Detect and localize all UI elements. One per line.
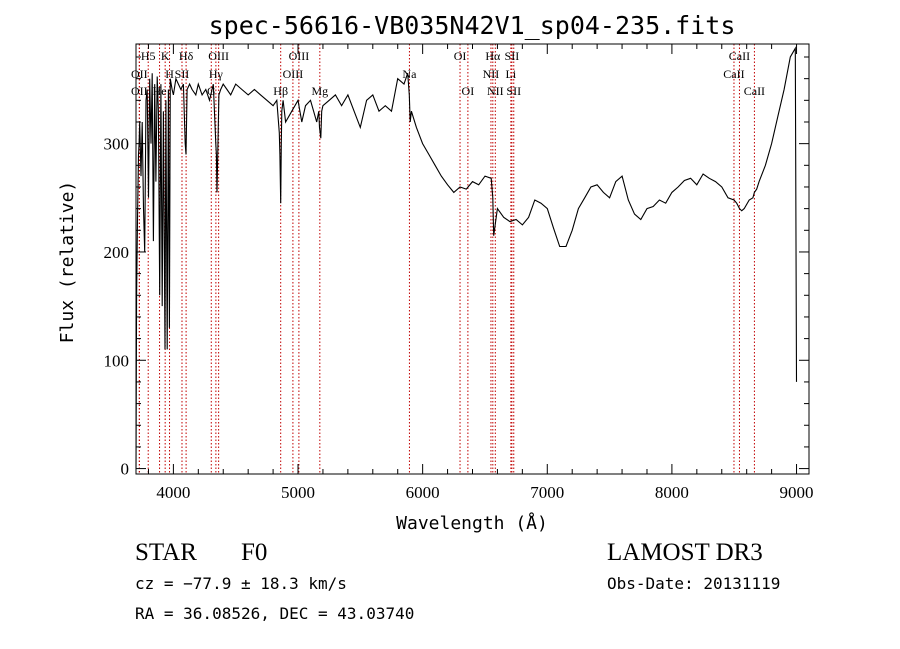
line-marker-labels: H5OIIOIIKHHeHδSIIGOIIIHγHβOIIIOIIIMgNaOI… xyxy=(131,49,765,98)
line-marker-label: Hδ xyxy=(179,49,194,63)
line-marker-label: Na xyxy=(402,67,417,81)
line-marker-label: He xyxy=(153,84,167,98)
line-marker-label: OIII xyxy=(283,67,304,81)
survey-name: LAMOST DR3 xyxy=(607,539,763,566)
obs-date: Obs-Date: 20131119 xyxy=(607,574,781,593)
spectrum-line xyxy=(135,46,798,469)
object-type: STAR xyxy=(135,539,197,566)
line-marker-label: OIII xyxy=(208,49,229,63)
x-tick-label: 7000 xyxy=(530,483,564,502)
y-tick-label: 300 xyxy=(104,135,130,154)
line-marker-label: OI xyxy=(462,84,475,98)
x-tick-label: 6000 xyxy=(406,483,440,502)
line-marker-label: Hα xyxy=(485,49,501,63)
line-marker-label: SII xyxy=(175,67,190,81)
line-marker-label: CaII xyxy=(723,67,744,81)
line-marker-label: H xyxy=(165,67,174,81)
line-marker-label: H5 xyxy=(141,49,156,63)
redshift-readout: cz = −77.9 ± 18.3 km/s xyxy=(135,574,347,593)
plot-frame xyxy=(135,43,810,475)
line-marker-label: OI xyxy=(454,49,467,63)
line-marker-label: K xyxy=(161,49,170,63)
line-marker-label: NII xyxy=(483,67,500,81)
line-marker-label: SII xyxy=(505,49,520,63)
line-marker-label: NII xyxy=(487,84,504,98)
y-tick-label: 100 xyxy=(104,351,130,370)
x-axis-label: Wavelength (Å) xyxy=(396,512,548,534)
line-marker-label: CaII xyxy=(744,84,765,98)
coordinates: RA = 36.08526, DEC = 43.03740 xyxy=(135,604,415,623)
chart-title: spec-56616-VB035N42V1_sp04-235.fits xyxy=(209,11,736,40)
line-marker-label: Hβ xyxy=(273,84,288,98)
line-marker-label: CaII xyxy=(729,49,750,63)
line-markers xyxy=(138,44,755,474)
x-tick-label: 9000 xyxy=(780,483,814,502)
y-axis-label: Flux (relative) xyxy=(57,181,78,344)
line-marker-label: OIII xyxy=(289,49,310,63)
line-marker-label: Hγ xyxy=(209,67,224,81)
spectral-subclass: F0 xyxy=(241,539,268,566)
y-tick-label: 0 xyxy=(121,460,130,479)
line-marker-label: Mg xyxy=(311,84,328,98)
line-marker-label: OII xyxy=(131,84,148,98)
x-tick-label: 5000 xyxy=(281,483,315,502)
line-marker-label: OII xyxy=(131,67,148,81)
axis-tick-labels: 4000 5000 6000 7000 8000 9000 0 100 200 300 xyxy=(104,135,814,502)
line-marker-label: Li xyxy=(506,67,517,81)
axis-ticks xyxy=(136,44,809,474)
line-marker-label: SII xyxy=(506,84,521,98)
x-tick-label: 8000 xyxy=(655,483,689,502)
y-tick-label: 200 xyxy=(104,243,130,262)
x-tick-label: 4000 xyxy=(156,483,190,502)
